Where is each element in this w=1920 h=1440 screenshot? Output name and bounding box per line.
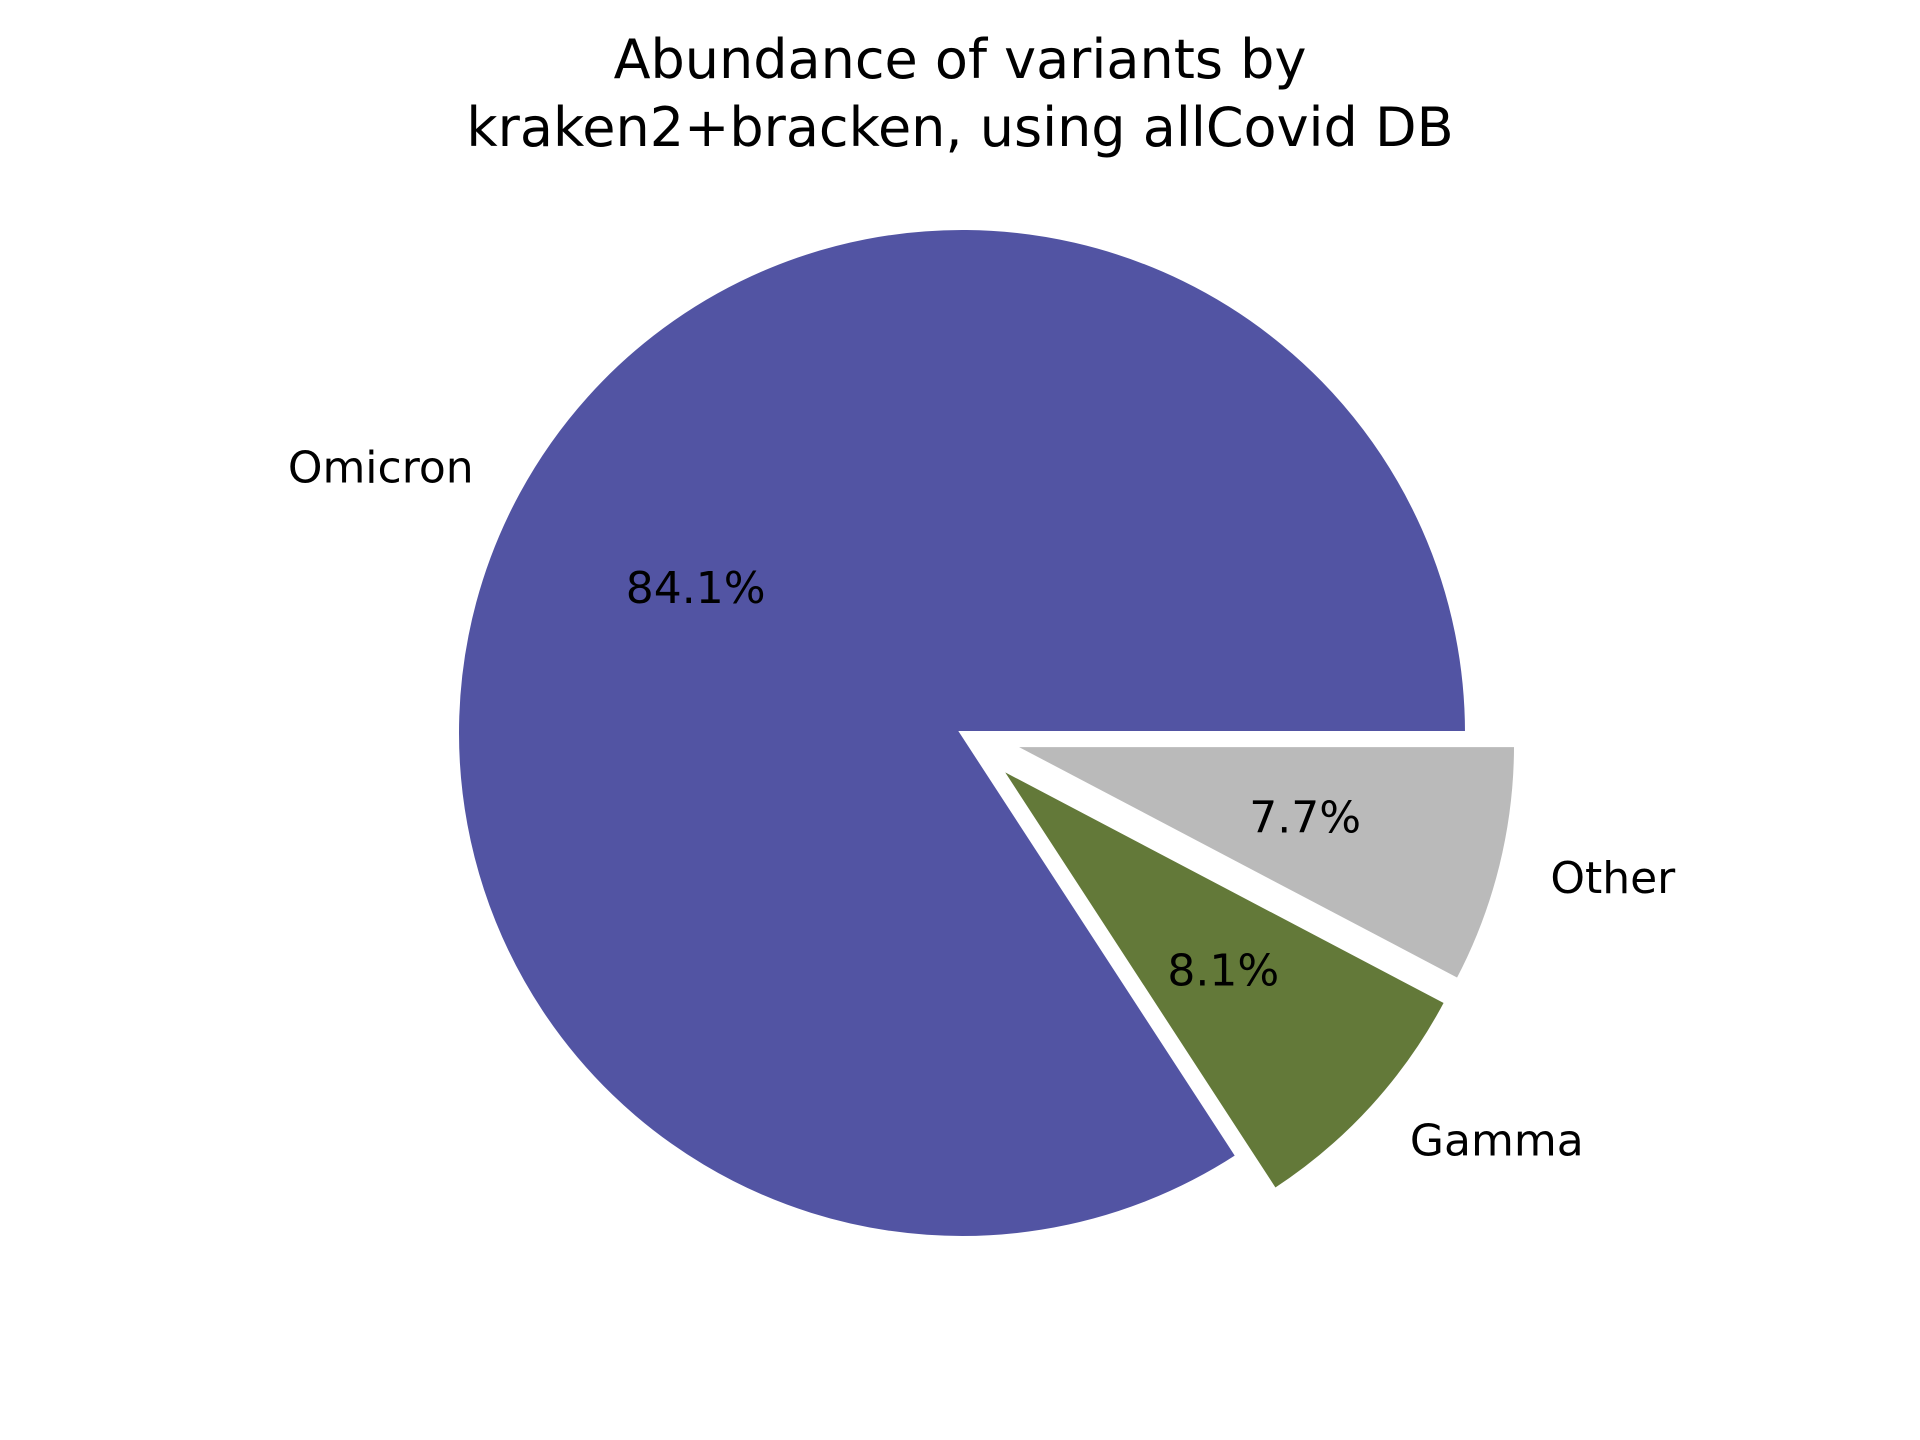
chart-title-line-1: Abundance of variants by (613, 28, 1307, 91)
pie-percent-label-gamma: 8.1% (1167, 946, 1279, 997)
pie-category-label-gamma: Gamma (1410, 1116, 1584, 1167)
pie-slice-omicron (455, 226, 1470, 1240)
pie-category-label-omicron: Omicron (288, 443, 474, 494)
pie-percent-label-other: 7.7% (1249, 792, 1361, 843)
pie-slice-other (1010, 743, 1519, 983)
chart-title-line-2: kraken2+bracken, using allCovid DB (466, 96, 1454, 159)
pie-category-label-other: Other (1550, 853, 1676, 904)
pie-labels: 84.1% Omicron 8.1% Gamma 7.7% Other (288, 443, 1676, 1167)
pie-percent-label-omicron: 84.1% (626, 563, 766, 614)
pie-slice-gamma (993, 761, 1449, 1194)
pie-slices (455, 226, 1519, 1240)
chart-title: Abundance of variants by kraken2+bracken… (0, 26, 1920, 162)
